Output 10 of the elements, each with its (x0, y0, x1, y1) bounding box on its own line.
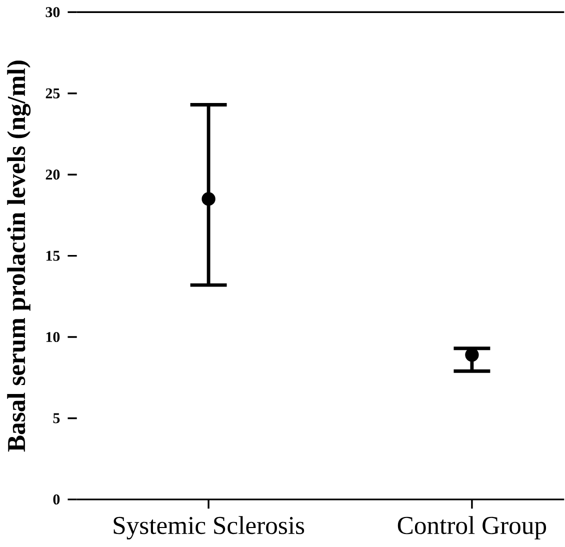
y-tick-label: 15 (46, 251, 60, 262)
y-tick-label: 20 (46, 170, 60, 180)
y-tick-label: 10 (46, 332, 60, 342)
x-tick-label: Control Group (398, 516, 546, 540)
y-tick-label: 25 (46, 88, 60, 99)
x-tick-label: Systemic Sclerosis (114, 516, 304, 540)
y-tick-label: 30 (46, 7, 60, 18)
y-tick-label: 0 (53, 494, 60, 505)
y-tick-label: 5 (53, 413, 60, 424)
y-axis-title: Basal serum prolactin levels (ng/ml) (7, 60, 31, 452)
